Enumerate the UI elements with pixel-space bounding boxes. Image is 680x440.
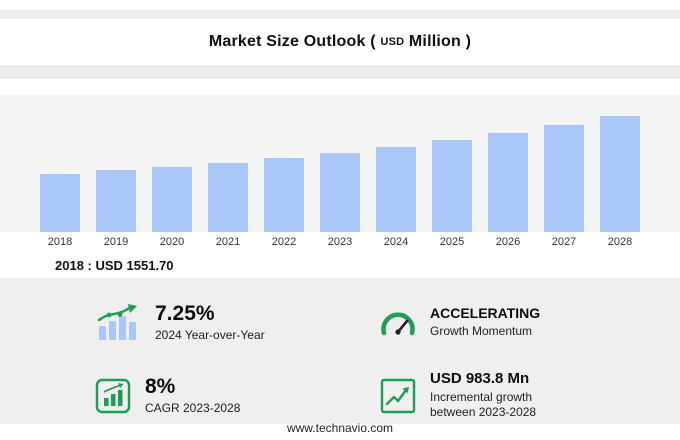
x-axis-label-2023: 2023	[327, 236, 353, 248]
base-year-value: 2018 : USD 1551.70	[55, 258, 174, 273]
x-axis-label-2028: 2028	[607, 236, 633, 248]
bar-2026	[488, 133, 528, 232]
x-axis-label-2021: 2021	[215, 236, 241, 248]
x-axis-label-2018: 2018	[47, 236, 73, 248]
incremental-label-line1: Incremental growth	[430, 389, 533, 404]
stat-incremental: USD 983.8 Mn Incremental growth between …	[380, 359, 680, 432]
stat-cagr-text: 8% CAGR 2023-2028	[145, 375, 240, 415]
x-axis-label-2024: 2024	[383, 236, 409, 248]
bar-chart	[0, 95, 680, 232]
x-axis-label-2019: 2019	[103, 236, 129, 248]
cagr-label: CAGR 2023-2028	[145, 400, 241, 415]
x-axis-label-2022: 2022	[271, 236, 297, 248]
bar-2019	[96, 170, 136, 232]
stats-panel: 7.25% 2024 Year-over-Year ACCELERATING G…	[0, 278, 680, 424]
gauge-icon	[380, 308, 416, 338]
incremental-chart-icon	[380, 378, 416, 414]
bar-2023	[320, 153, 360, 232]
bar-2021	[208, 163, 248, 232]
chart-unit-currency: USD	[380, 36, 405, 48]
momentum-value: ACCELERATING	[430, 305, 541, 322]
chart-unit: ( USD Million )	[370, 33, 472, 50]
bar-2028	[600, 116, 640, 232]
bar-2018	[40, 174, 80, 232]
stat-momentum: ACCELERATING Growth Momentum	[380, 286, 680, 359]
incremental-label-line2: between 2023-2028	[430, 404, 537, 419]
stat-momentum-text: ACCELERATING Growth Momentum	[430, 305, 541, 338]
bar-2020	[152, 167, 192, 232]
bar-chart-bars	[0, 95, 680, 232]
bar-2025	[432, 140, 472, 232]
cagr-bars-icon	[95, 378, 131, 414]
x-axis-label-2025: 2025	[439, 236, 465, 248]
bar-2022	[264, 158, 304, 232]
website-url: www.technavio.com	[286, 421, 394, 435]
yoy-label: 2024 Year-over-Year	[155, 327, 265, 342]
x-axis-label-2020: 2020	[159, 236, 185, 248]
stat-cagr: 8% CAGR 2023-2028	[95, 359, 380, 432]
bar-chart-labels: 2018 2019 2020 2021 2022 2023 2024 2025 2026 2027…	[0, 236, 680, 248]
bar-2024	[376, 147, 416, 232]
yoy-value: 7.25%	[155, 302, 215, 326]
page-title: Market Size Outlook ( USD Million )	[0, 33, 680, 51]
header-divider-strip	[0, 65, 680, 79]
chart-title: Market Size Outlook	[208, 33, 366, 50]
stat-yoy-text: 7.25% 2024 Year-over-Year	[155, 302, 265, 342]
yoy-growth-icon	[95, 303, 141, 342]
momentum-label: Growth Momentum	[430, 323, 533, 338]
x-axis-label-2027: 2027	[551, 236, 577, 248]
stat-incremental-text: USD 983.8 Mn Incremental growth between …	[430, 371, 536, 420]
stat-yoy: 7.25% 2024 Year-over-Year	[95, 286, 380, 359]
bar-2027	[544, 125, 584, 232]
incremental-value: USD 983.8 Mn	[430, 370, 530, 388]
cagr-value: 8%	[145, 375, 176, 399]
x-axis-label-2026: 2026	[495, 236, 521, 248]
chart-unit-label: Million	[408, 33, 461, 50]
top-divider-strip	[0, 10, 680, 19]
